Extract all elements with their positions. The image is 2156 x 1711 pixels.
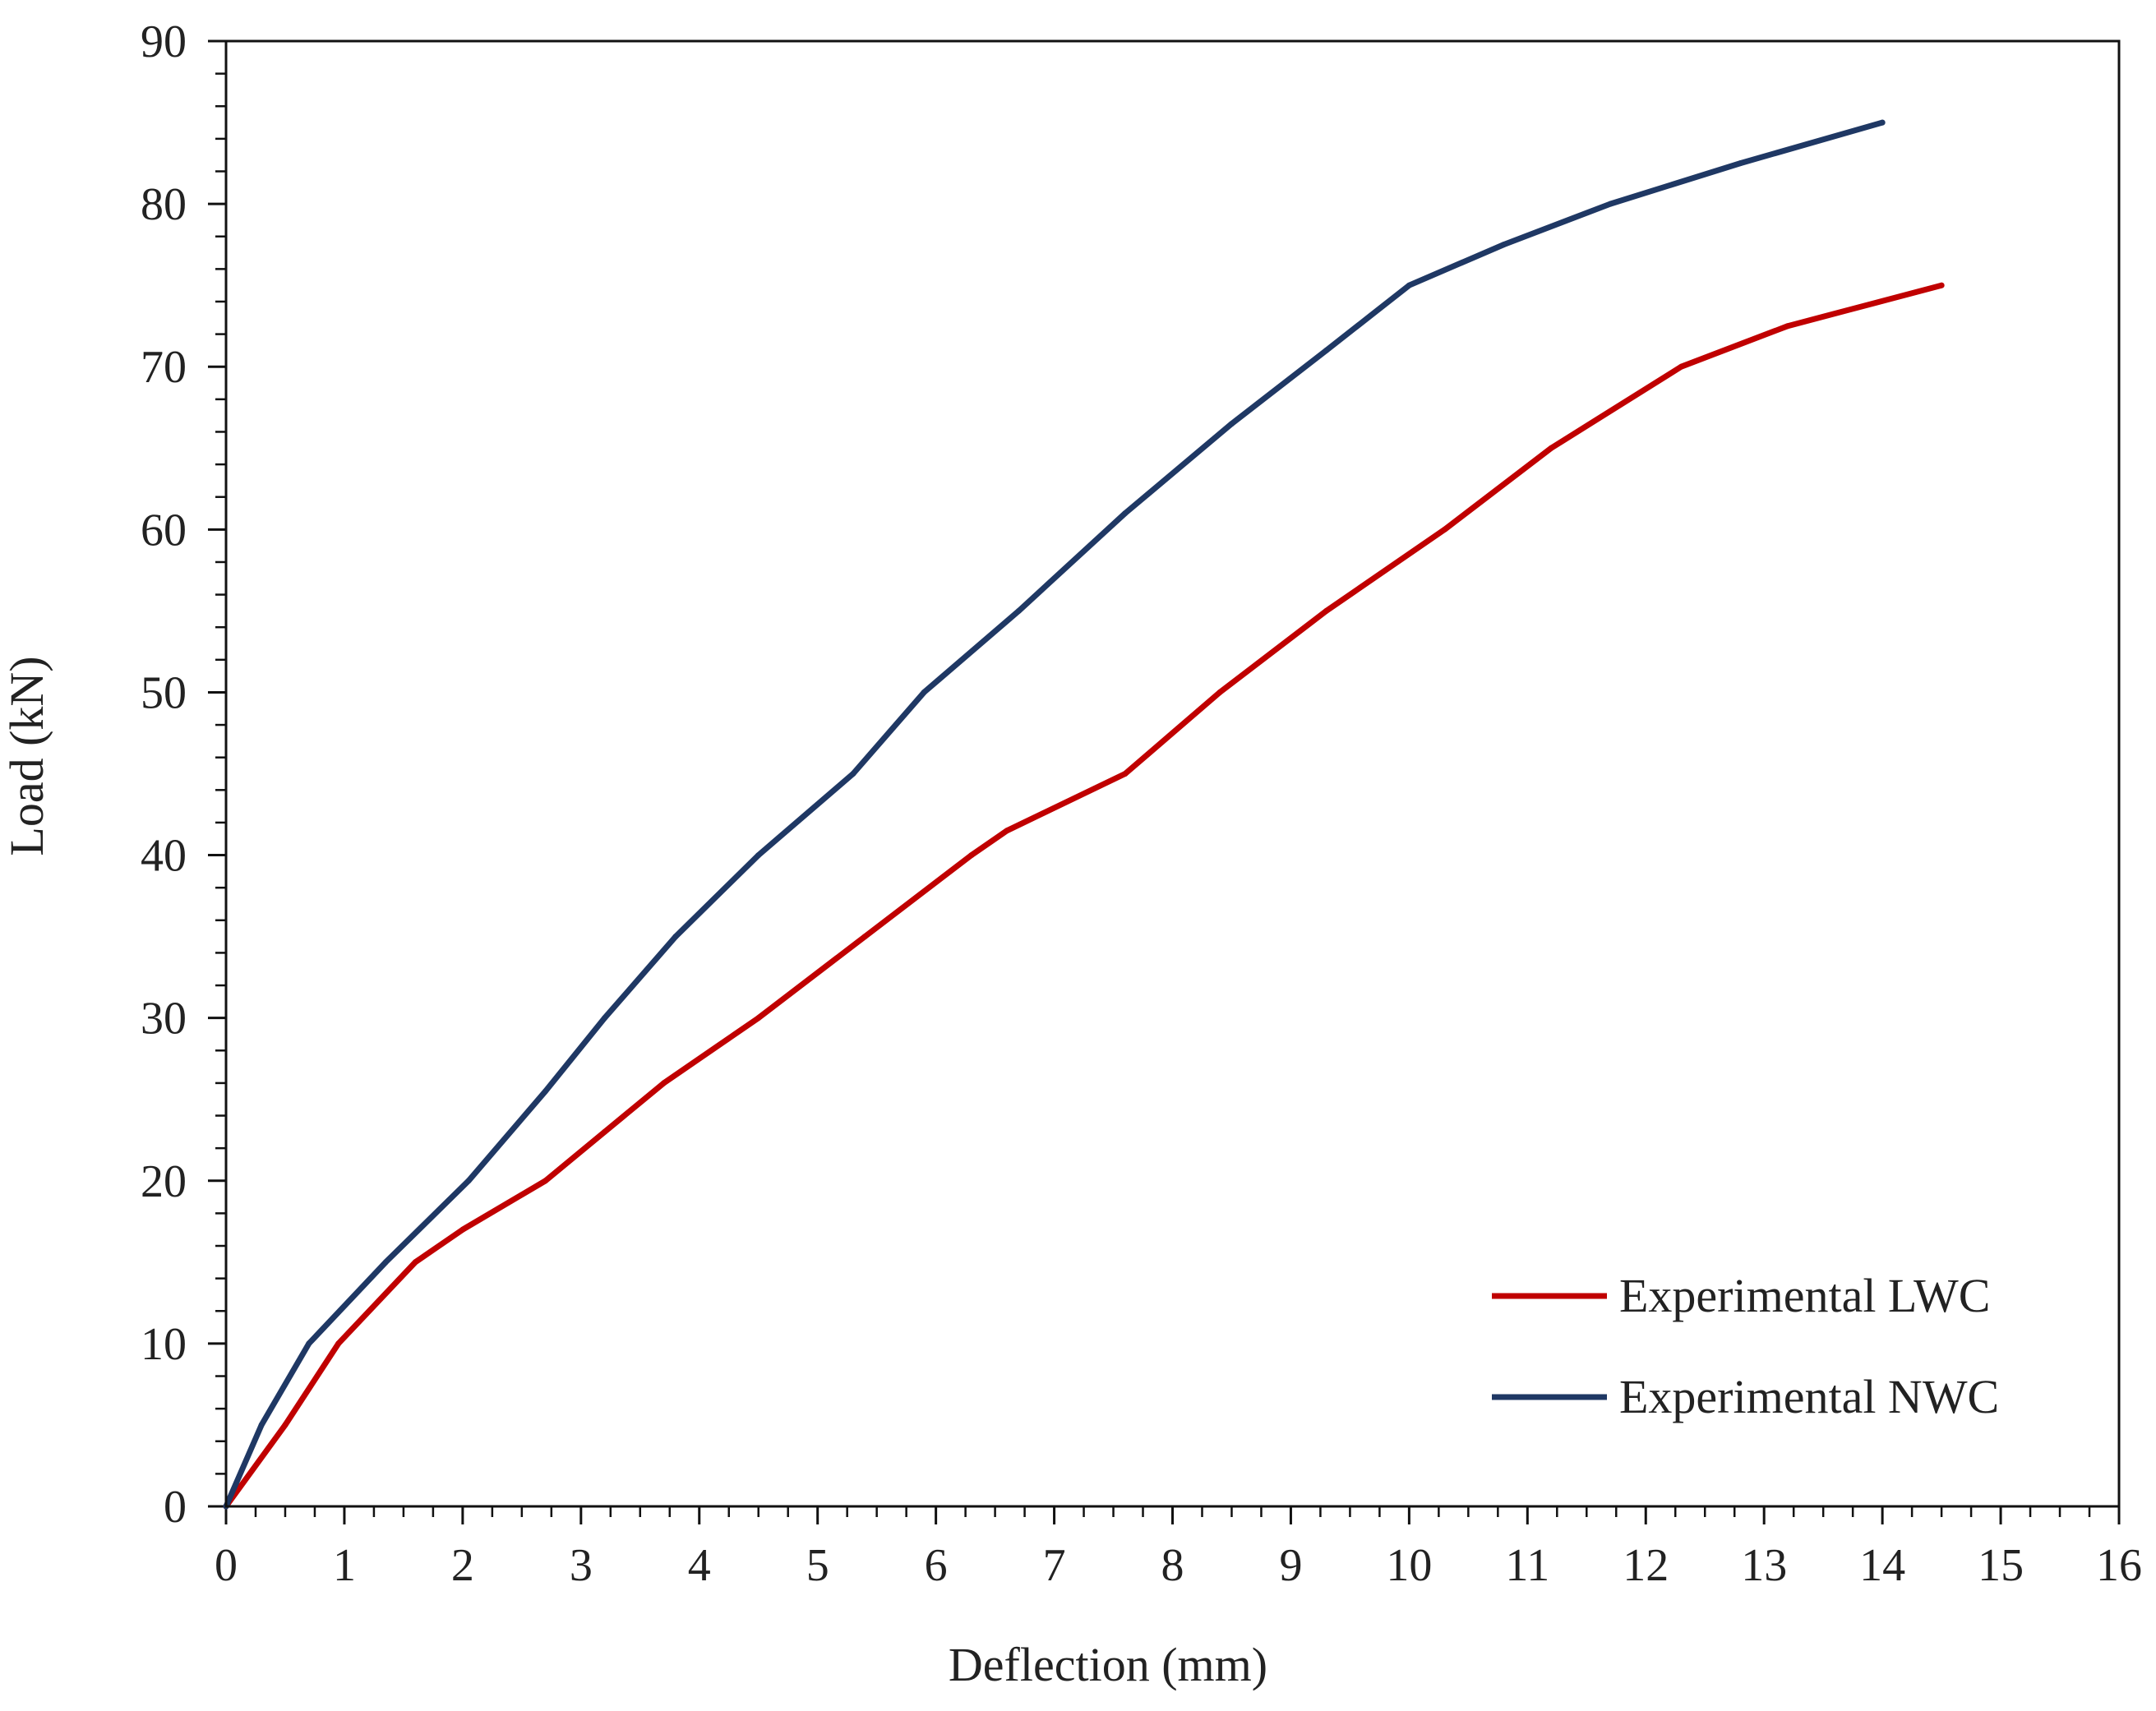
x-tick-label: 5 xyxy=(806,1540,829,1591)
data-point-experimental-lwc xyxy=(1442,526,1448,533)
data-point-experimental-lwc xyxy=(755,1015,762,1022)
data-point-experimental-nwc xyxy=(1406,282,1412,288)
x-tick-label: 3 xyxy=(570,1540,593,1591)
x-tick-label: 8 xyxy=(1161,1540,1184,1591)
y-tick-label: 80 xyxy=(141,179,187,230)
data-point-experimental-nwc xyxy=(465,1178,472,1184)
x-tick-label: 10 xyxy=(1386,1540,1432,1591)
data-point-experimental-lwc xyxy=(282,1422,289,1428)
data-point-experimental-nwc xyxy=(1323,347,1330,353)
x-tick-label: 6 xyxy=(925,1540,948,1591)
data-point-experimental-nwc xyxy=(1607,201,1614,207)
plot-area-frame xyxy=(224,39,2121,1508)
data-point-experimental-lwc xyxy=(1004,828,1010,834)
data-point-experimental-lwc xyxy=(602,1128,608,1135)
data-point-experimental-lwc xyxy=(1784,323,1791,330)
legend-label-lwc: Experimental LWC xyxy=(1619,1269,1990,1322)
data-point-experimental-nwc xyxy=(1501,242,1507,248)
x-tick-label: 12 xyxy=(1623,1540,1669,1591)
legend-label-nwc: Experimental NWC xyxy=(1619,1370,1999,1423)
y-axis-label: Load (kN) xyxy=(0,656,53,856)
data-point-experimental-lwc xyxy=(335,1340,342,1347)
data-point-experimental-nwc xyxy=(382,1259,389,1266)
x-tick-label: 9 xyxy=(1279,1540,1302,1591)
series-line-experimental-lwc xyxy=(223,282,1945,1510)
series-lines xyxy=(223,119,1945,1510)
y-tick-label: 30 xyxy=(141,994,187,1045)
x-tick-label: 16 xyxy=(2096,1540,2142,1591)
x-tick-label: 1 xyxy=(333,1540,356,1591)
y-tick-label: 60 xyxy=(141,505,187,556)
data-point-experimental-lwc xyxy=(1323,607,1330,614)
data-point-experimental-lwc xyxy=(459,1226,466,1233)
y-tick-label: 20 xyxy=(141,1156,187,1207)
data-point-experimental-lwc xyxy=(861,934,868,940)
data-point-experimental-nwc xyxy=(672,934,679,940)
x-tick-label: 13 xyxy=(1741,1540,1787,1591)
x-tick-label: 7 xyxy=(1043,1540,1066,1591)
data-point-experimental-nwc xyxy=(1015,607,1022,614)
x-tick-label: 11 xyxy=(1505,1540,1549,1591)
data-point-experimental-lwc xyxy=(661,1080,667,1086)
x-axis-label: Deflection (mm) xyxy=(949,1638,1267,1691)
data-point-experimental-lwc xyxy=(1548,445,1554,451)
data-point-experimental-nwc xyxy=(1122,510,1129,516)
data-point-experimental-lwc xyxy=(412,1259,418,1266)
y-tick-labels: 0 10 20 30 40 50 60 70 80 90 xyxy=(141,16,187,1533)
y-tick-label: 90 xyxy=(141,16,187,67)
data-point-experimental-lwc xyxy=(1122,771,1129,777)
data-point-experimental-nwc xyxy=(921,689,927,695)
data-point-experimental-nwc xyxy=(755,852,762,859)
data-point-experimental-nwc xyxy=(1229,421,1235,427)
data-point-experimental-nwc xyxy=(850,771,856,777)
data-point-experimental-nwc xyxy=(542,1088,549,1095)
x-tick-label: 4 xyxy=(688,1540,711,1591)
data-point-experimental-lwc xyxy=(1938,282,1945,288)
y-tick-label: 0 xyxy=(164,1482,187,1533)
legend: Experimental LWC Experimental NWC xyxy=(1492,1269,1999,1423)
x-tick-labels: 0 1 2 3 4 5 6 7 8 9 10 11 12 13 14 15 16 xyxy=(215,1540,2142,1591)
y-tick-label: 50 xyxy=(141,667,187,718)
data-point-experimental-nwc xyxy=(602,1015,608,1022)
data-point-experimental-lwc xyxy=(968,852,975,859)
y-tick-label: 40 xyxy=(141,831,187,882)
y-tick-label: 70 xyxy=(141,342,187,393)
data-point-experimental-lwc xyxy=(542,1178,549,1184)
data-point-experimental-nwc xyxy=(306,1340,312,1347)
data-point-experimental-nwc xyxy=(258,1422,265,1428)
major-ticks xyxy=(208,39,2121,1524)
x-tick-label: 15 xyxy=(1978,1540,2024,1591)
data-point-experimental-nwc xyxy=(1737,160,1743,167)
data-point-experimental-lwc xyxy=(1678,363,1684,370)
data-point-experimental-lwc xyxy=(1217,689,1223,695)
minor-ticks xyxy=(215,72,2091,1517)
x-tick-label: 2 xyxy=(451,1540,474,1591)
data-point-experimental-nwc xyxy=(1879,119,1886,126)
series-line-experimental-nwc xyxy=(223,119,1886,1510)
x-tick-label: 0 xyxy=(215,1540,238,1591)
y-tick-label: 10 xyxy=(141,1319,187,1370)
x-tick-label: 14 xyxy=(1859,1540,1905,1591)
